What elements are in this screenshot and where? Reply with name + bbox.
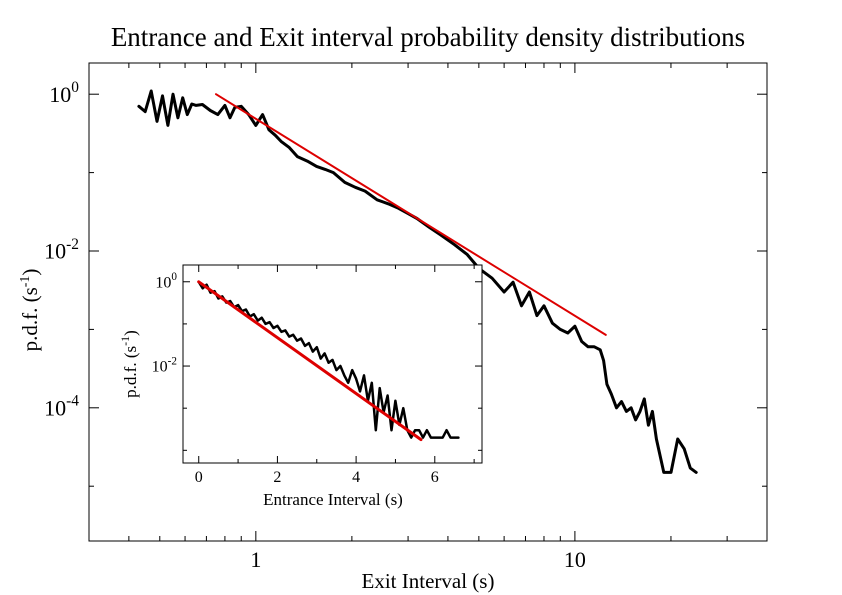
main-y-tick-label: 100 bbox=[49, 79, 79, 107]
inset-y-axis-label-sup: -1 bbox=[118, 336, 132, 346]
inset-x-tick-label: 6 bbox=[431, 469, 439, 486]
main-y-tick-base: 10 bbox=[49, 82, 71, 107]
main-plot-frame bbox=[88, 62, 768, 542]
main-y-tick-exp: -2 bbox=[66, 236, 79, 253]
main-series-fit bbox=[215, 93, 607, 336]
main-y-tick-base: 10 bbox=[44, 239, 66, 264]
inset-x-tick-label: 0 bbox=[195, 469, 203, 486]
inset-y-tick-exp: 0 bbox=[171, 271, 177, 283]
main-x-axis-label: Exit Interval (s) bbox=[362, 569, 495, 593]
inset-y-tick-exp: -2 bbox=[168, 355, 177, 367]
main-y-tick-base: 10 bbox=[44, 396, 66, 421]
main-y-axis-label-text: p.d.f. (s bbox=[18, 287, 42, 351]
main-x-tick-label: 10 bbox=[564, 547, 586, 572]
inset-y-axis-label: p.d.f. (s-1) bbox=[118, 330, 140, 398]
inset-background bbox=[183, 265, 482, 463]
inset-y-tick-base: 10 bbox=[152, 359, 168, 376]
main-y-axis-label: p.d.f. (s-1) bbox=[18, 269, 42, 352]
chart-title: Entrance and Exit interval probability d… bbox=[111, 22, 745, 52]
inset-x-tick-label: 2 bbox=[273, 469, 281, 486]
inset-x-axis-label: Entrance Interval (s) bbox=[263, 490, 403, 509]
inset-y-axis-label-text: p.d.f. (s bbox=[121, 346, 140, 398]
inset-plot-frame bbox=[182, 264, 483, 464]
inset-x-tick-label: 4 bbox=[352, 469, 360, 486]
main-y-tick-exp: 0 bbox=[71, 79, 79, 96]
main-y-axis-label-close: ) bbox=[18, 269, 42, 276]
main-y-tick-exp: -4 bbox=[66, 393, 79, 410]
inset-y-axis-label-close: ) bbox=[121, 330, 140, 336]
inset-y-tick-base: 10 bbox=[155, 274, 171, 291]
main-y-axis-label-sup: -1 bbox=[18, 276, 33, 288]
main-y-tick-label: 10-2 bbox=[44, 236, 79, 264]
inset-y-tick-label: 100 bbox=[155, 271, 177, 291]
main-x-tick-label: 1 bbox=[250, 547, 261, 572]
inset-y-tick-label: 10-2 bbox=[152, 355, 177, 375]
main-y-tick-label: 10-4 bbox=[44, 393, 79, 421]
inset-series-fit bbox=[197, 280, 423, 442]
